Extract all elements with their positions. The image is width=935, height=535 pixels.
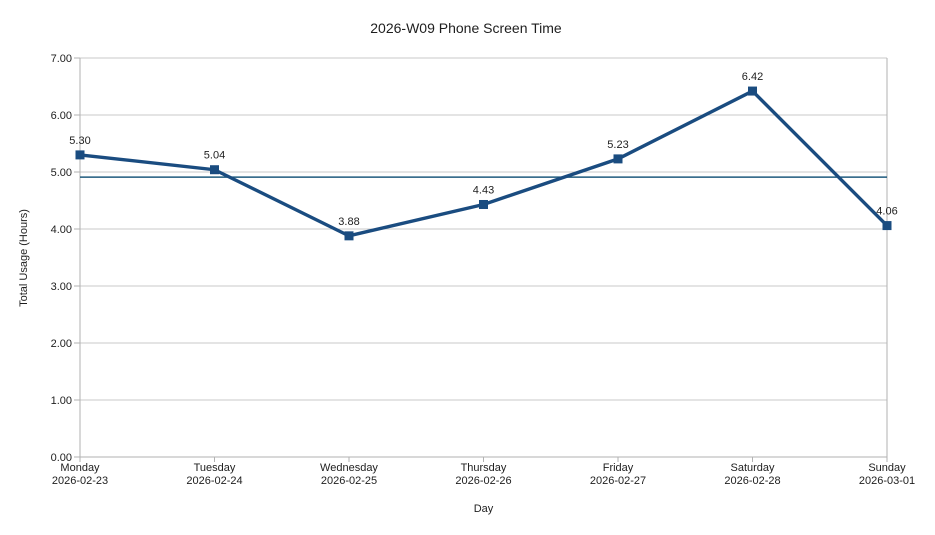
chart-title: 2026-W09 Phone Screen Time	[370, 20, 562, 36]
data-point-marker	[613, 154, 623, 164]
xtick-label-day: Sunday	[868, 462, 906, 474]
xtick-label-date: 2026-03-01	[859, 475, 915, 487]
xtick-label-day: Friday	[603, 462, 634, 474]
data-point-marker	[344, 231, 354, 241]
xtick-label-day: Tuesday	[194, 462, 236, 474]
data-label: 5.23	[607, 139, 628, 151]
xtick-label-date: 2026-02-24	[186, 475, 242, 487]
y-axis-title: Total Usage (Hours)	[18, 209, 30, 307]
data-point-marker	[748, 86, 757, 96]
xtick-label-date: 2026-02-27	[590, 475, 646, 487]
data-label: 3.88	[338, 216, 359, 228]
xtick-label-date: 2026-02-23	[52, 475, 108, 487]
ytick-label: 0.00	[51, 452, 72, 464]
xtick-label-day: Wednesday	[320, 462, 378, 474]
data-point-marker	[210, 165, 219, 175]
xtick-label-day: Monday	[60, 462, 100, 474]
ytick-label: 3.00	[51, 281, 72, 293]
data-label: 5.04	[204, 150, 225, 162]
series-line	[79, 88, 889, 238]
xtick-label-date: 2026-02-25	[321, 475, 377, 487]
data-label: 4.06	[876, 206, 897, 218]
ytick-label: 4.00	[51, 224, 72, 236]
ytick-label: 6.00	[51, 110, 72, 122]
data-point-marker	[479, 199, 488, 209]
data-point-marker	[75, 150, 85, 160]
ytick-label: 2.00	[51, 338, 72, 350]
data-label: 4.43	[473, 184, 494, 196]
ytick-label: 5.00	[51, 167, 72, 179]
x-axis-title: Day	[474, 503, 494, 515]
data-point-marker	[882, 221, 892, 231]
xtick-label-date: 2026-02-26	[455, 475, 511, 487]
xtick-label-date: 2026-02-28	[724, 475, 780, 487]
ytick-label: 7.00	[51, 53, 72, 65]
data-label: 5.30	[69, 135, 90, 147]
ytick-label: 1.00	[51, 395, 72, 407]
data-label: 6.42	[742, 71, 763, 83]
xtick-label-day: Saturday	[730, 462, 775, 474]
xtick-label-day: Thursday	[461, 462, 507, 474]
